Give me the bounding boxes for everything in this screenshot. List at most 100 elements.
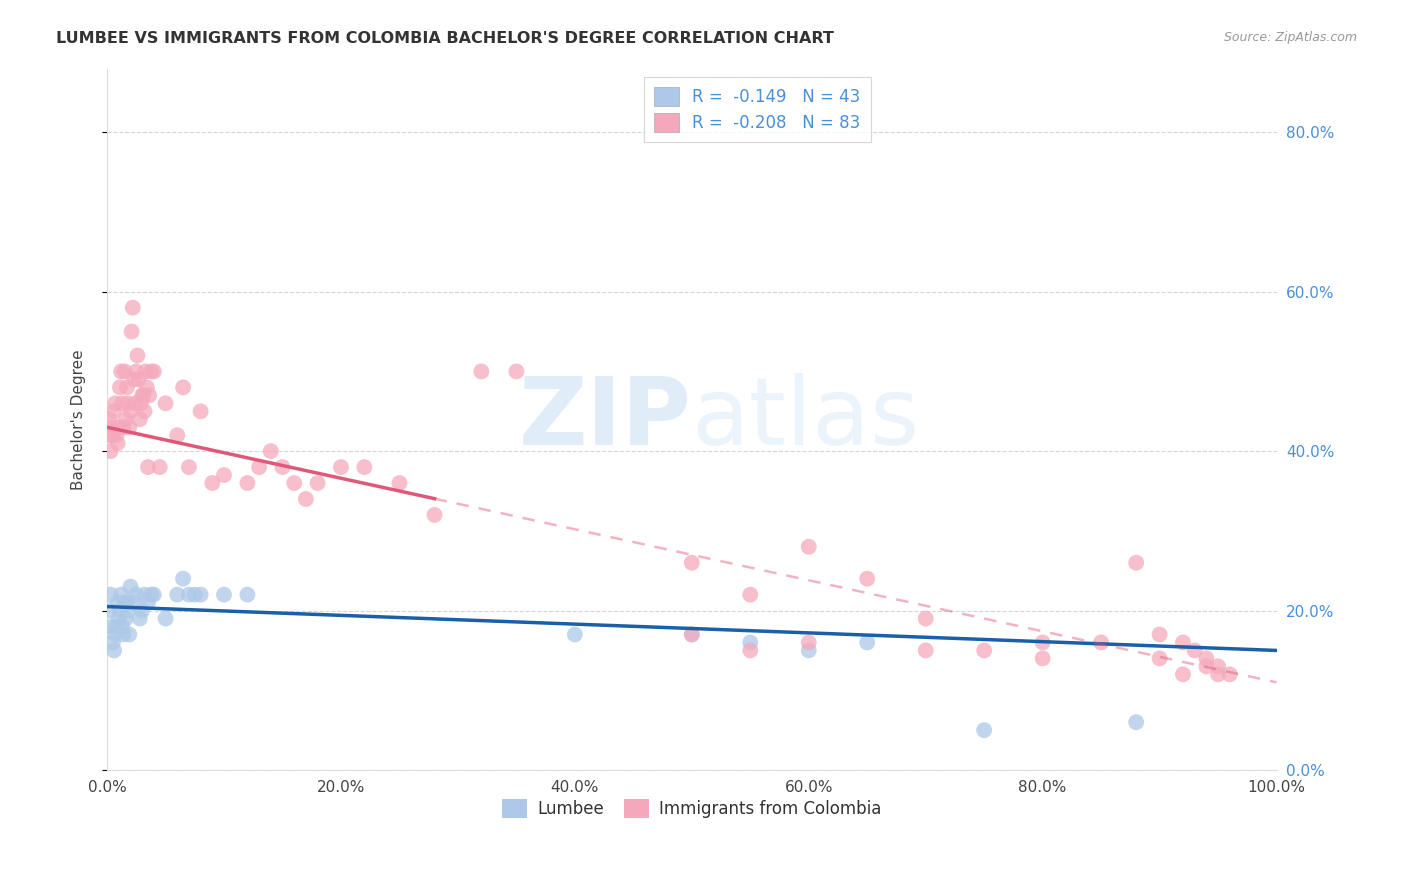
Legend: Lumbee, Immigrants from Colombia: Lumbee, Immigrants from Colombia (495, 792, 889, 825)
Point (112, 627, 135, 641)
Point (856, 635, 879, 649)
Point (105, 428, 128, 442)
Point (134, 404, 156, 418)
Point (149, 460, 172, 475)
Point (104, 627, 127, 641)
Point (1206, 659, 1229, 673)
Point (103, 643, 125, 657)
Point (100, 588, 122, 602)
Point (121, 301, 143, 315)
Point (1171, 667, 1194, 681)
Point (388, 476, 411, 491)
Point (1125, 715, 1147, 730)
Point (470, 364, 492, 378)
Point (120, 580, 142, 594)
Y-axis label: Bachelor's Degree: Bachelor's Degree (72, 349, 86, 490)
Point (114, 596, 136, 610)
Point (122, 372, 145, 386)
Point (124, 396, 146, 410)
Point (1149, 627, 1171, 641)
Point (101, 428, 124, 442)
Point (112, 420, 135, 434)
Point (236, 588, 259, 602)
Point (141, 588, 163, 602)
Point (1219, 667, 1241, 681)
Point (681, 627, 703, 641)
Point (295, 491, 318, 506)
Point (120, 404, 142, 418)
Point (136, 460, 159, 475)
Point (97, 428, 120, 442)
Point (110, 364, 132, 378)
Point (797, 635, 820, 649)
Point (1090, 635, 1112, 649)
Point (135, 380, 157, 394)
Point (101, 635, 124, 649)
Point (973, 643, 995, 657)
Point (740, 588, 762, 602)
Point (128, 611, 150, 625)
Point (184, 588, 207, 602)
Point (1195, 659, 1218, 673)
Point (121, 596, 143, 610)
Point (136, 596, 159, 610)
Point (128, 412, 150, 426)
Point (797, 643, 820, 657)
Text: ZIP: ZIP (519, 373, 692, 466)
Point (105, 619, 128, 633)
Point (104, 396, 127, 410)
Point (172, 572, 194, 586)
Point (131, 603, 153, 617)
Point (797, 540, 820, 554)
Point (100, 619, 122, 633)
Point (129, 396, 152, 410)
Point (131, 388, 153, 402)
Point (142, 364, 165, 378)
Point (110, 588, 132, 602)
Point (1125, 556, 1147, 570)
Point (423, 508, 446, 522)
Point (177, 460, 200, 475)
Point (856, 572, 879, 586)
Point (190, 588, 212, 602)
Point (307, 476, 329, 491)
Point (103, 404, 125, 418)
Point (135, 364, 157, 378)
Point (117, 603, 139, 617)
Point (117, 396, 139, 410)
Text: atlas: atlas (692, 373, 920, 466)
Point (127, 349, 149, 363)
Point (172, 380, 194, 394)
Point (681, 627, 703, 641)
Point (914, 643, 936, 657)
Point (283, 476, 305, 491)
Point (121, 325, 143, 339)
Text: LUMBEE VS IMMIGRANTS FROM COLOMBIA BACHELOR'S DEGREE CORRELATION CHART: LUMBEE VS IMMIGRANTS FROM COLOMBIA BACHE… (56, 31, 834, 46)
Point (125, 588, 148, 602)
Point (236, 476, 259, 491)
Point (740, 643, 762, 657)
Point (141, 364, 163, 378)
Point (125, 364, 148, 378)
Point (155, 396, 177, 410)
Text: Source: ZipAtlas.com: Source: ZipAtlas.com (1223, 31, 1357, 45)
Point (247, 460, 270, 475)
Point (155, 611, 177, 625)
Point (353, 460, 375, 475)
Point (330, 460, 353, 475)
Point (98, 412, 121, 426)
Point (1171, 635, 1194, 649)
Point (1206, 667, 1229, 681)
Point (107, 420, 129, 434)
Point (108, 380, 131, 394)
Point (212, 588, 235, 602)
Point (564, 627, 586, 641)
Point (111, 396, 134, 410)
Point (118, 627, 141, 641)
Point (138, 388, 160, 402)
Point (107, 611, 129, 625)
Point (681, 556, 703, 570)
Point (128, 372, 150, 386)
Point (177, 588, 200, 602)
Point (142, 588, 165, 602)
